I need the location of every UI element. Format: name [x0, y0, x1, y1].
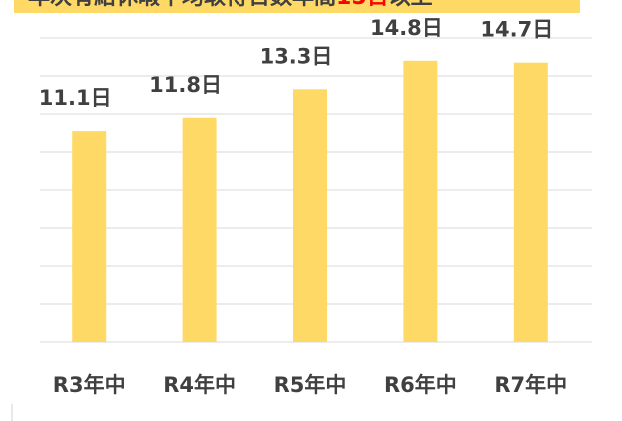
bar	[513, 62, 548, 342]
bar	[293, 89, 327, 342]
value-label: 11.8日	[149, 73, 222, 97]
value-label: 11.1日	[39, 86, 112, 110]
title-banner	[14, 0, 580, 13]
bar	[403, 60, 438, 343]
value-label: 14.8日	[370, 16, 443, 40]
title-highlight: 15日	[336, 0, 389, 10]
chart-title: 年次有給休暇平均取得日数年間15日以上	[28, 0, 433, 10]
title-suffix: 以上	[389, 0, 433, 10]
value-label: 14.7日	[480, 18, 553, 42]
value-label: 13.3日	[260, 44, 333, 68]
bar	[182, 117, 217, 342]
bar	[72, 131, 107, 342]
x-tick-label: R5年中	[274, 373, 347, 397]
x-tick-label: R7年中	[494, 373, 567, 397]
x-tick-label: R6年中	[384, 373, 457, 397]
title-main: 年次有給休暇平均取得日数年間	[28, 0, 336, 10]
x-tick-label: R3年中	[53, 373, 126, 397]
x-tick-label: R4年中	[163, 373, 236, 397]
